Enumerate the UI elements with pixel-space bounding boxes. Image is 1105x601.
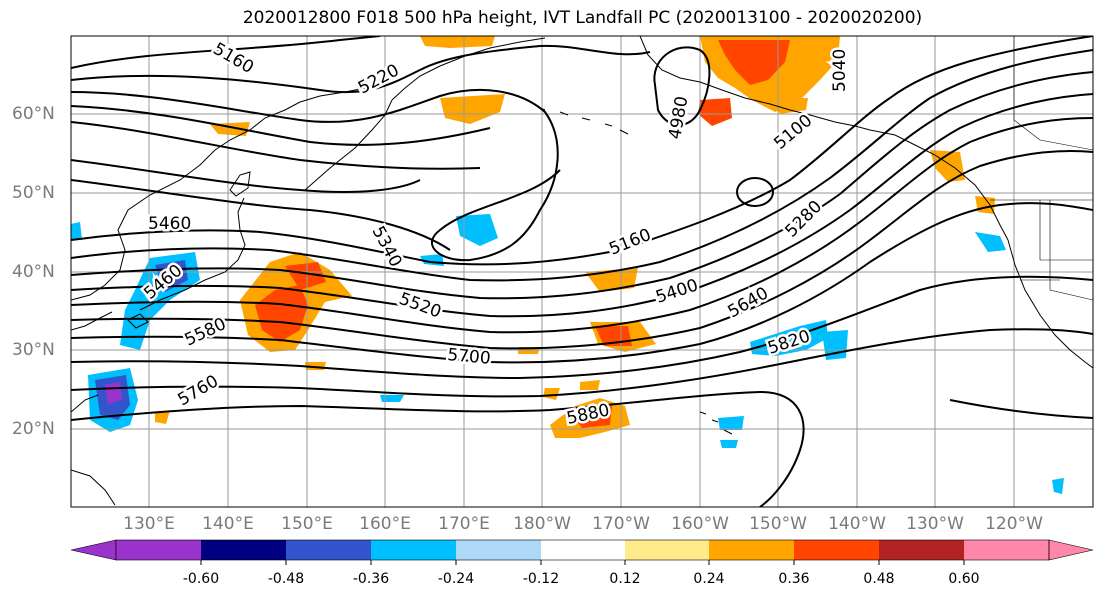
lon-label: 170°W: [592, 514, 650, 534]
colorbar-tick-label: -0.48: [267, 571, 305, 587]
colorbar-tick-label: -0.12: [522, 571, 560, 587]
colorbar-tick-label: -0.60: [182, 571, 220, 587]
colorbar-bin: [371, 540, 456, 560]
colorbar-bin: [709, 540, 794, 560]
ivt-shading: [71, 36, 1064, 494]
lon-label: 140°E: [202, 514, 254, 534]
colorbar-tick-label: 0.48: [863, 571, 895, 587]
lat-label: 30°N: [12, 340, 55, 360]
state-borders: [1020, 200, 1093, 301]
colorbar-over-arrow: [1048, 539, 1094, 561]
colorbar-bin: [116, 540, 201, 560]
colorbar-bin: [879, 540, 964, 560]
colorbar-tick-label: 0.60: [948, 571, 980, 587]
colorbar-ticks: [200, 560, 965, 565]
lat-label: 40°N: [12, 262, 55, 282]
colorbar-bin: [541, 540, 625, 560]
colorbar-outline: [115, 539, 1050, 561]
coastlines: [71, 36, 1093, 506]
colorbar-bin: [794, 540, 879, 560]
height-contours: [71, 36, 1093, 507]
contour-label: 5040: [830, 49, 850, 92]
colorbar-bin: [456, 540, 541, 560]
colorbar-tick-label: 0.36: [778, 571, 810, 587]
lon-label: 160°E: [359, 514, 411, 534]
colorbar-bin: [201, 540, 286, 560]
lon-label: 130°W: [906, 514, 964, 534]
map-frame: [70, 35, 1094, 508]
lon-label: 170°E: [438, 514, 490, 534]
colorbar: [70, 539, 1094, 565]
lon-label: 140°W: [828, 514, 886, 534]
colorbar-tick-label: 0.12: [609, 571, 641, 587]
colorbar-bin: [286, 540, 371, 560]
lon-label: 180°W: [513, 514, 571, 534]
lon-label: 160°W: [671, 514, 729, 534]
lon-label: 150°E: [281, 514, 333, 534]
colorbar-bin: [964, 540, 1049, 560]
lat-label: 60°N: [12, 104, 55, 124]
colorbar-under-arrow: [70, 539, 117, 561]
lon-label: 120°W: [985, 514, 1043, 534]
contour-label: 5460: [148, 214, 191, 234]
colorbar-bin: [625, 540, 709, 560]
map-title: 2020012800 F018 500 hPa height, IVT Land…: [242, 8, 923, 28]
colorbar-tick-label: -0.24: [437, 571, 475, 587]
colorbar-tick-label: 0.24: [693, 571, 725, 587]
colorbar-tick-label: -0.36: [352, 571, 390, 587]
lon-label: 130°E: [123, 514, 175, 534]
lat-label: 50°N: [12, 183, 55, 203]
lat-label: 20°N: [12, 419, 55, 439]
contour-label: 5700: [447, 345, 492, 369]
lon-label: 150°W: [749, 514, 807, 534]
